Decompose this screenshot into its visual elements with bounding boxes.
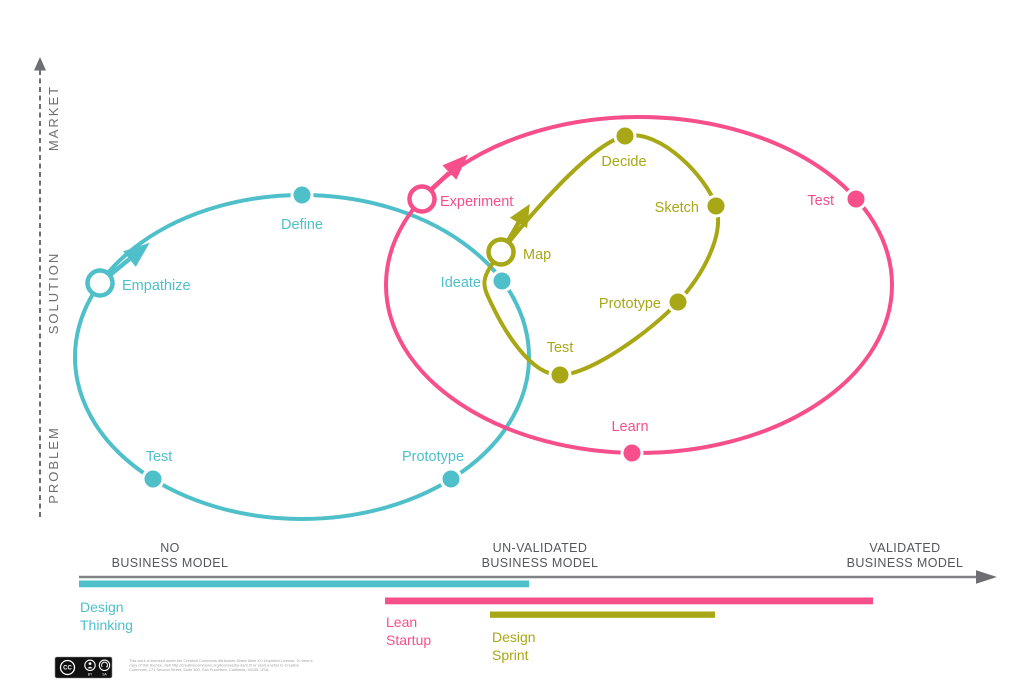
cc-badge-background: [54, 656, 113, 679]
problem-axis-label: PROBLEM: [46, 426, 61, 504]
design-thinking-flow-arrow-icon: [123, 242, 150, 267]
ds-test-label: Test: [547, 340, 574, 356]
dt-prototype-dot: [439, 467, 463, 491]
dt-test-label: Test: [146, 449, 173, 465]
map-start-circle: [486, 237, 516, 267]
lean-startup-flow-arrow-icon: [442, 154, 468, 180]
lean-startup-flow-line: [429, 171, 451, 192]
cc-logo-text: CC: [63, 666, 72, 672]
lean-startup-bar-label: Lean Startup: [386, 614, 431, 648]
ds-prototype-label: Prototype: [599, 296, 661, 312]
experiment-label: Experiment: [440, 194, 513, 210]
attribution-person-icon: [84, 659, 96, 672]
experiment-start-circle: [407, 184, 437, 214]
dt-test-dot: [141, 467, 165, 491]
lean-startup-bar: [385, 597, 873, 605]
design-sprint-flow-arrow-icon: [509, 204, 530, 229]
design-thinking-ellipse: [73, 193, 531, 521]
license-text-line3: Commons, 171 Second Street, Suite 300, S…: [129, 667, 270, 672]
design-thinking-label-line2: Thinking: [80, 617, 133, 633]
cc-license-badge: CC BY SA: [54, 656, 113, 679]
ideate-label: Ideate: [441, 275, 481, 291]
license-text: This work is licensed under the Creative…: [129, 658, 313, 672]
design-sprint-curve: [482, 133, 721, 378]
person-body: [87, 666, 93, 669]
design-sprint-label-line2: Sprint: [492, 647, 529, 663]
define-label: Define: [281, 217, 323, 233]
no-business-model-label: NO BUSINESS MODEL: [112, 541, 229, 570]
timeline-bars: Design Thinking Lean Startup Design Spri…: [79, 580, 873, 663]
design-thinking-bar: [79, 580, 529, 588]
unvalidated-label-line1: UN-VALIDATED: [493, 541, 588, 555]
decide-label: Decide: [601, 154, 646, 170]
design-thinking-loop: Empathize Define Ideate Prototype Test: [73, 183, 531, 521]
sketch-dot: [704, 194, 728, 218]
horizontal-axis: NO BUSINESS MODEL UN-VALIDATED BUSINESS …: [79, 541, 997, 584]
solution-axis-label: SOLUTION: [46, 252, 61, 334]
vertical-axis: MARKET SOLUTION PROBLEM: [34, 57, 61, 517]
no-label-line2: BUSINESS MODEL: [112, 556, 229, 570]
map-label: Map: [523, 247, 551, 263]
sa-badge-text: SA: [102, 673, 107, 677]
validated-business-model-label: VALIDATED BUSINESS MODEL: [847, 541, 964, 570]
empathize-start-circle: [85, 268, 115, 298]
ls-test-dot: [844, 187, 868, 211]
sketch-label: Sketch: [655, 200, 699, 216]
no-label-line1: NO: [160, 541, 180, 555]
right-arrow-icon: [976, 570, 997, 584]
person-head: [88, 662, 92, 665]
by-badge-text: BY: [88, 673, 93, 677]
unvalidated-business-model-label: UN-VALIDATED BUSINESS MODEL: [482, 541, 599, 570]
unvalidated-label-line2: BUSINESS MODEL: [482, 556, 599, 570]
ds-prototype-dot: [666, 290, 690, 314]
learn-dot: [620, 441, 644, 465]
market-axis-label: MARKET: [46, 85, 61, 151]
define-dot: [290, 183, 314, 207]
design-sprint-bar-label: Design Sprint: [492, 629, 536, 663]
lean-startup-loop: Experiment Test Learn: [384, 115, 894, 465]
share-alike-arrow: [101, 661, 108, 668]
design-sprint-loop: Map Decide Sketch Prototype Test: [482, 124, 728, 387]
decide-dot: [613, 124, 637, 148]
cc-logo-icon: [59, 659, 76, 676]
lean-startup-label-line1: Lean: [386, 614, 417, 630]
dt-prototype-label: Prototype: [402, 449, 464, 465]
license-text-line1: This work is licensed under the Creative…: [129, 658, 313, 663]
lean-startup-label-line2: Startup: [386, 632, 431, 648]
design-sprint-flow-line: [506, 219, 522, 243]
design-sprint-bar: [490, 611, 715, 618]
design-thinking-bar-label: Design Thinking: [80, 599, 133, 633]
design-thinking-flow-line: [108, 257, 131, 277]
empathize-label: Empathize: [122, 278, 191, 294]
license-footer: CC BY SA This work is licensed under the…: [54, 656, 313, 679]
license-text-line2: copy of this license, visit http://creat…: [129, 663, 299, 668]
ds-test-dot: [548, 363, 572, 387]
design-thinking-label-line1: Design: [80, 599, 124, 615]
up-arrow-icon: [34, 57, 46, 71]
share-alike-arrowhead: [106, 666, 108, 668]
learn-label: Learn: [611, 419, 648, 435]
share-alike-icon: [98, 659, 111, 672]
ls-test-label: Test: [807, 193, 834, 209]
ideate-dot: [490, 269, 514, 293]
validated-label-line2: BUSINESS MODEL: [847, 556, 964, 570]
design-sprint-label-line1: Design: [492, 629, 536, 645]
validated-label-line1: VALIDATED: [869, 541, 940, 555]
